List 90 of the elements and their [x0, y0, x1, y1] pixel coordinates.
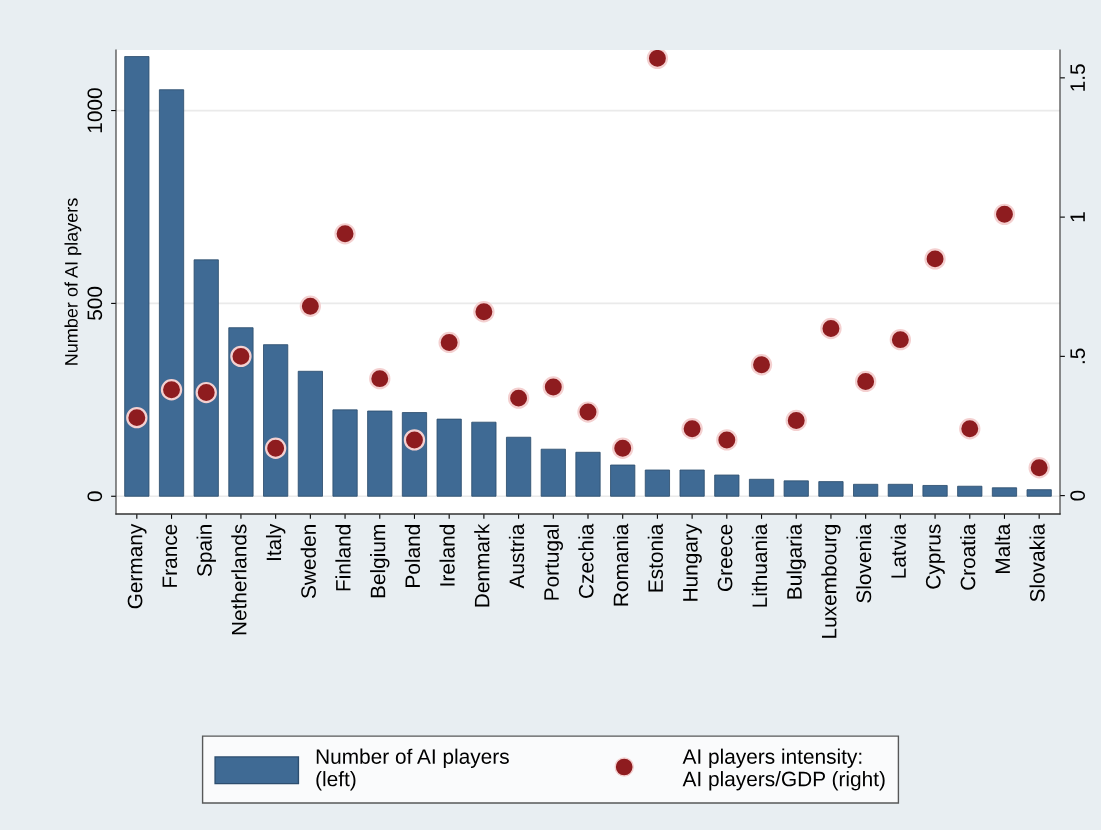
point	[820, 317, 842, 340]
x-tick-label: Bulgaria	[786, 523, 806, 599]
y-axis-title: Number of AI players	[64, 198, 82, 365]
point	[299, 295, 322, 317]
point	[195, 381, 217, 404]
bar	[193, 259, 219, 497]
bar	[471, 421, 497, 497]
y2-tick-label: 0	[1070, 490, 1086, 501]
point	[716, 429, 738, 451]
bar	[540, 448, 566, 497]
bar	[436, 418, 462, 497]
legend-label: Number of AI players (left)	[316, 748, 509, 791]
point	[473, 301, 495, 323]
x-tick-label: Greece	[717, 524, 733, 591]
bar	[853, 483, 879, 497]
bar	[748, 478, 775, 497]
x-tick-label: Germany	[127, 523, 147, 609]
point	[959, 418, 981, 440]
x-tick-label: Estonia	[647, 523, 663, 592]
x-tick-label: Czechia	[578, 523, 594, 598]
point	[369, 367, 391, 390]
bar	[575, 451, 601, 497]
point	[160, 379, 183, 401]
x-tick-label: Netherlands	[231, 524, 247, 635]
bar	[783, 480, 809, 497]
x-tick-label: Hungary	[683, 523, 702, 601]
point	[785, 409, 807, 432]
bar	[610, 464, 636, 497]
x-tick-label: Ireland	[439, 525, 455, 586]
point	[889, 328, 912, 351]
x-tick-label: Belgium	[370, 525, 390, 598]
x-tick-label: Cyprus	[925, 524, 945, 589]
bar	[228, 327, 254, 497]
point	[646, 50, 669, 70]
x-tick-label: Spain	[196, 525, 216, 577]
point	[542, 376, 564, 398]
x-tick-label: Finland	[335, 525, 351, 591]
x-tick-label: Slovakia	[1029, 523, 1045, 602]
bar	[922, 485, 948, 497]
point	[438, 331, 460, 354]
x-tick-label: Romania	[613, 523, 629, 606]
point	[264, 437, 287, 459]
x-tick-label: Portugal	[543, 525, 563, 600]
bar	[887, 483, 913, 497]
x-tick-label: Latvia	[890, 523, 906, 578]
point	[334, 223, 356, 245]
y-tick-label: 500	[87, 286, 103, 320]
x-tick-label: Denmark	[474, 523, 490, 607]
bar	[991, 487, 1018, 497]
point	[126, 406, 148, 429]
x-tick-label: Croatia	[960, 523, 976, 590]
x-tick-label: Austria	[508, 523, 525, 589]
y-tick-label: 1000	[87, 88, 103, 133]
bar	[124, 56, 150, 497]
point	[403, 429, 426, 451]
bar	[297, 370, 323, 497]
x-tick-label: Malta	[994, 523, 1011, 573]
bar	[506, 436, 532, 497]
point	[230, 345, 252, 368]
x-tick-label: Luxembourg	[821, 525, 841, 638]
point	[577, 401, 599, 423]
bar	[644, 469, 670, 497]
bar	[957, 485, 983, 497]
y-tick-label: 0	[87, 491, 103, 502]
x-tick-label: Lithuania	[751, 523, 768, 607]
bar	[332, 409, 358, 497]
point	[924, 248, 946, 270]
x-tick-label: France	[162, 524, 178, 587]
x-tick-label: Slovenia	[855, 523, 872, 603]
point	[993, 203, 1016, 225]
x-tick-label: Italy	[265, 523, 286, 560]
point	[1028, 457, 1050, 479]
bar	[158, 89, 185, 497]
x-tick-label: Sweden	[300, 525, 316, 599]
bar	[714, 474, 740, 497]
point	[612, 437, 634, 459]
y2-tick-label: 1	[1070, 212, 1085, 222]
point	[854, 370, 877, 393]
x-tick-label: Poland	[404, 525, 421, 587]
bar	[367, 410, 393, 497]
legend-label: AI players intensity: AI players/GDP (right)	[682, 748, 885, 791]
bar	[818, 481, 844, 497]
y2-tick-label: .5	[1070, 348, 1086, 364]
y2-tick-label: 1.5	[1070, 64, 1086, 91]
bar	[1026, 489, 1052, 497]
point	[750, 354, 773, 376]
point	[507, 387, 530, 409]
bar	[679, 469, 705, 497]
bar	[263, 344, 289, 497]
point	[681, 418, 703, 440]
